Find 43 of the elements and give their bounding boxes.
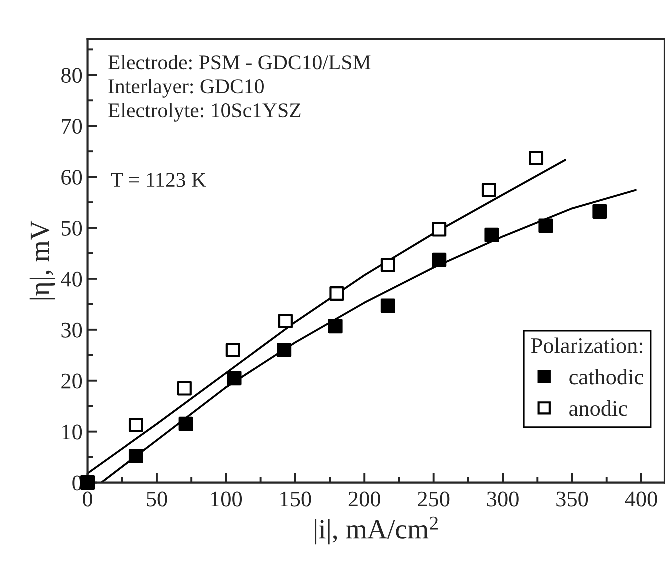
x-tick-label: 150 <box>280 492 312 507</box>
x-tick-label: 400 <box>625 492 658 507</box>
y-tick-label: 50 <box>62 220 82 236</box>
y-tick-label: 20 <box>62 374 82 389</box>
x-tick-label: 300 <box>487 492 519 507</box>
x-tick-label: 0 <box>83 492 92 507</box>
x-tick-label: 200 <box>348 492 380 507</box>
y-tick-label: 40 <box>61 272 82 287</box>
point <box>177 381 192 396</box>
y-axis-title: |η|, mV <box>30 220 56 300</box>
point <box>592 204 608 219</box>
point <box>380 258 396 272</box>
point <box>178 416 194 432</box>
y-tick-label: 80 <box>62 68 82 84</box>
x-tick-label: 350 <box>556 492 588 507</box>
point <box>484 228 500 242</box>
point <box>277 343 292 358</box>
x-tick-label: 100 <box>211 492 242 507</box>
legend-label: anodic <box>570 400 628 416</box>
point <box>380 298 396 314</box>
point <box>128 418 144 432</box>
y-tick-label: 30 <box>62 322 82 338</box>
y-tick-label: 10 <box>62 424 82 440</box>
legend-title: Polarization: <box>531 338 643 354</box>
y-tick-label: 60 <box>62 170 82 185</box>
annotation: T = 1123 K <box>111 173 206 188</box>
point <box>432 222 447 237</box>
x-axis-title: |i|, mA/cm$^{2}$ <box>315 516 438 545</box>
point <box>538 218 554 234</box>
point <box>482 183 496 198</box>
point <box>328 319 343 334</box>
point <box>529 150 544 166</box>
point <box>128 449 144 464</box>
annotation: Electrode: PSM - GDC10/LSM Interlayer: GDC10 Electrolyte: 10Sc1YSZ <box>108 54 371 122</box>
point <box>330 286 344 301</box>
point <box>432 252 447 268</box>
legend-label: cathodic <box>570 369 644 385</box>
x-tick-label: 250 <box>418 492 450 507</box>
x-tick-label: 50 <box>147 492 168 507</box>
y-tick-label: 70 <box>62 119 82 134</box>
point <box>226 343 240 358</box>
point <box>278 314 293 329</box>
point <box>227 371 242 386</box>
